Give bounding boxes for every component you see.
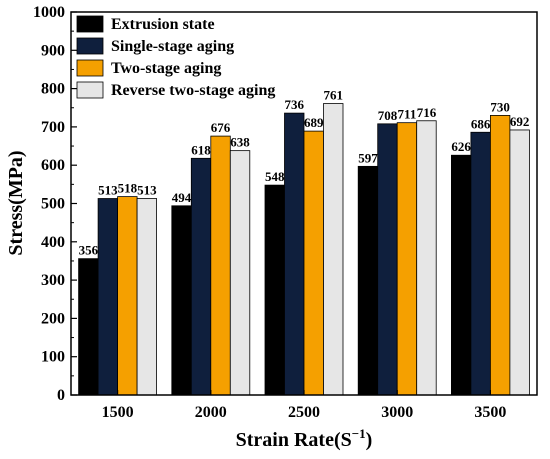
bar-value-label: 548 xyxy=(265,169,285,184)
bar-value-label: 686 xyxy=(471,116,491,131)
legend-swatch xyxy=(76,15,104,33)
legend-label: Single-stage aging xyxy=(111,38,234,55)
bar-value-label: 513 xyxy=(137,183,157,198)
axis-ticks-layer: 0 100 200 300 400 500 600 700 800 900 1000 1500 2000… xyxy=(33,4,506,421)
bar xyxy=(396,122,418,396)
x-tick-label: 2000 xyxy=(195,404,227,421)
bar xyxy=(509,129,530,396)
legend: Extrusion state Single-stage aging Two-sta… xyxy=(76,15,275,99)
bar xyxy=(229,150,251,396)
bar-value-label: 518 xyxy=(118,181,138,196)
x-axis-title-suffix: ) xyxy=(366,429,373,451)
legend-swatch xyxy=(76,37,104,55)
bar xyxy=(210,135,231,396)
y-tick-label: 100 xyxy=(41,349,65,366)
bar xyxy=(284,112,305,396)
legend-label: Extrusion state xyxy=(111,16,215,33)
x-tick-label: 2500 xyxy=(288,404,320,421)
x-tick-label: 3000 xyxy=(381,404,413,421)
legend-label: Reverse two-stage aging xyxy=(111,82,275,99)
legend-swatch xyxy=(76,81,104,99)
y-tick-label: 1000 xyxy=(33,4,65,21)
bar-value-label: 708 xyxy=(378,108,398,123)
x-axis-title-main: Strain Rate(S xyxy=(236,429,352,451)
bar xyxy=(489,115,511,396)
bar xyxy=(136,198,158,396)
bar-value-label: 638 xyxy=(230,135,250,150)
y-tick-label: 300 xyxy=(41,272,65,289)
bar xyxy=(117,196,138,396)
bar xyxy=(97,198,118,396)
bar-value-label: 597 xyxy=(358,150,378,165)
y-tick-label: 200 xyxy=(41,310,65,327)
y-tick-label: 600 xyxy=(41,157,65,174)
x-tick-label: 1500 xyxy=(102,404,134,421)
bar-value-label: 689 xyxy=(304,115,324,130)
bar xyxy=(416,120,437,396)
y-axis-title: Stress(MPa) xyxy=(5,150,27,255)
y-tick-label: 500 xyxy=(41,196,65,213)
bar-value-label: 513 xyxy=(98,183,118,198)
bar-value-label: 494 xyxy=(172,190,192,205)
bar-value-label: 692 xyxy=(510,114,530,129)
bar-value-label: 618 xyxy=(191,142,211,157)
y-tick-label: 900 xyxy=(41,42,65,59)
x-tick-label: 3500 xyxy=(474,404,506,421)
bar-value-label: 716 xyxy=(417,105,437,120)
bar-value-label: 626 xyxy=(451,139,471,154)
y-tick-label: 400 xyxy=(41,234,65,251)
bar-value-label: 736 xyxy=(285,97,305,112)
bar xyxy=(303,130,324,396)
bar xyxy=(357,165,379,396)
bar-value-label: 356 xyxy=(79,243,99,258)
bar xyxy=(377,123,398,396)
bar xyxy=(78,258,99,396)
legend-label: Two-stage aging xyxy=(111,60,221,77)
y-tick-label: 0 xyxy=(57,387,65,404)
y-tick-label: 700 xyxy=(41,119,65,136)
bar-value-label: 711 xyxy=(398,107,417,122)
bar xyxy=(323,103,344,396)
legend-swatch xyxy=(76,59,104,77)
bar xyxy=(470,131,491,396)
bars-layer xyxy=(78,103,530,396)
bar xyxy=(450,154,472,396)
x-axis-title: Strain Rate(S−1) xyxy=(236,426,373,451)
bar xyxy=(190,157,212,396)
y-tick-label: 800 xyxy=(41,81,65,98)
x-axis-title-sup: −1 xyxy=(352,426,366,441)
bar-value-label: 730 xyxy=(490,99,510,114)
bar xyxy=(171,205,192,396)
bar-value-label: 676 xyxy=(211,120,231,135)
bar xyxy=(264,184,285,396)
bar-value-label: 761 xyxy=(324,88,344,103)
